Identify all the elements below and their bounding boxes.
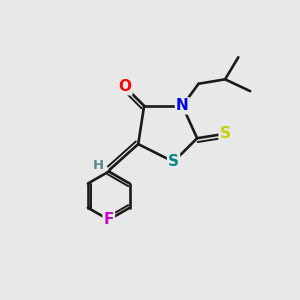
Text: H: H — [92, 159, 104, 172]
Text: O: O — [118, 79, 131, 94]
Text: S: S — [168, 154, 179, 169]
Text: N: N — [176, 98, 189, 113]
Text: S: S — [220, 126, 231, 141]
Text: F: F — [103, 212, 114, 227]
